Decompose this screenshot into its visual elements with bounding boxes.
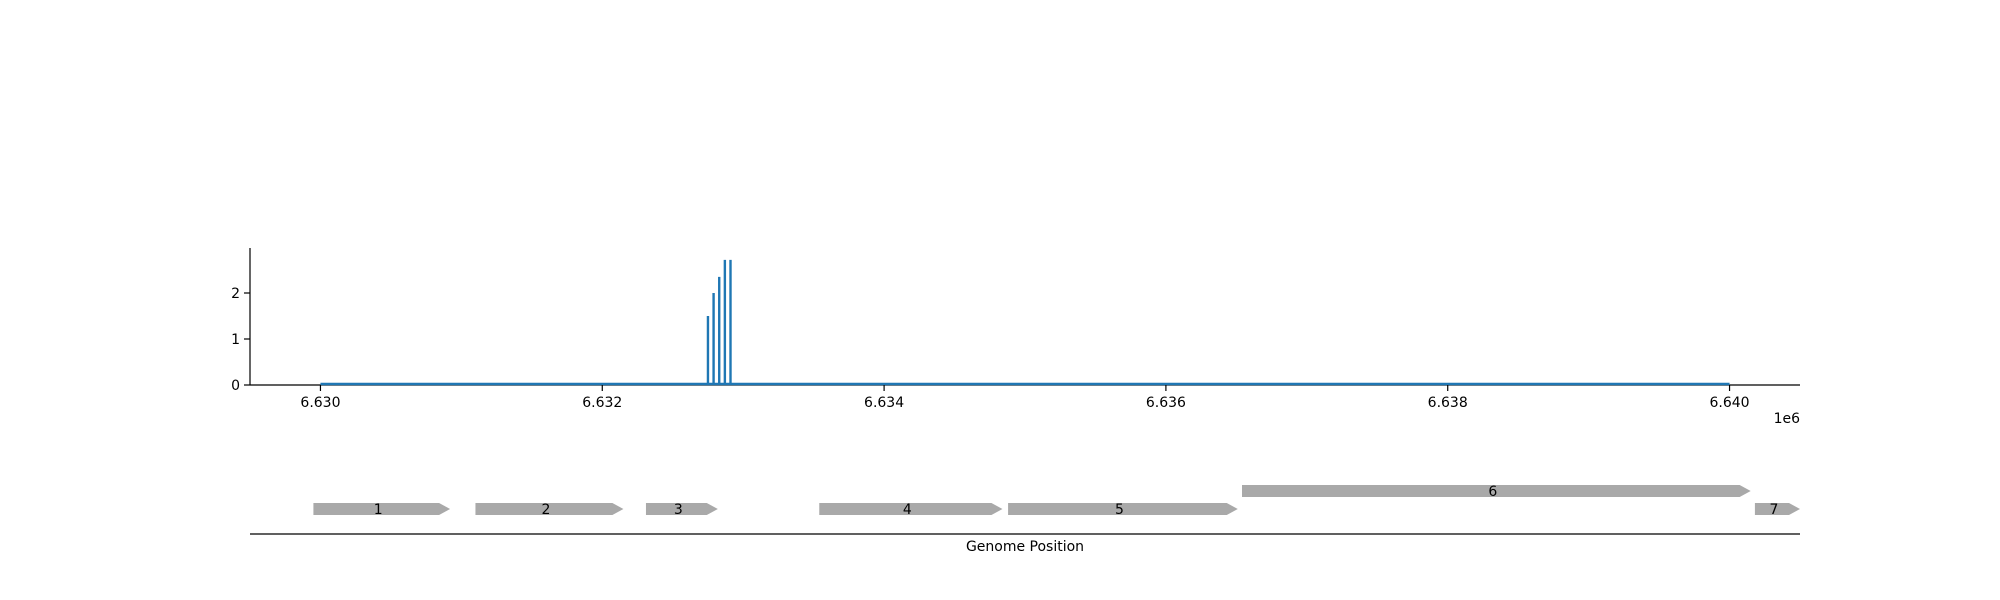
x-tick-label: 6.636 xyxy=(1146,395,1186,411)
gene-label: 4 xyxy=(903,502,912,518)
x-tick-label: 6.640 xyxy=(1709,395,1749,411)
gene-arrow xyxy=(819,503,1003,515)
y-tick-label: 2 xyxy=(231,286,240,302)
y-tick-label: 0 xyxy=(231,378,240,394)
x-tick-label: 6.630 xyxy=(300,395,340,411)
series-bars xyxy=(706,259,732,385)
gene-track: 1 2 3 4 5 6 7 Genome Position xyxy=(250,484,1800,555)
x-tick-label: 6.632 xyxy=(582,395,622,411)
gene-arrow xyxy=(1008,503,1238,515)
x-tick-label: 6.634 xyxy=(864,395,904,411)
gene-arrow xyxy=(313,503,451,515)
gene-label: 6 xyxy=(1488,484,1497,500)
gene-arrows: 1 2 3 4 5 6 7 xyxy=(313,484,1800,518)
x-ticks: 6.630 6.632 6.634 6.636 6.638 6.640 xyxy=(300,385,1750,411)
x-offset-label: 1e6 xyxy=(1774,411,1801,427)
x-axis-title: Genome Position xyxy=(966,539,1084,555)
gene-arrow xyxy=(1754,503,1800,515)
gene-label: 1 xyxy=(374,502,383,518)
gene-label: 3 xyxy=(674,502,683,518)
y-ticks: 0 1 2 xyxy=(231,286,250,394)
gene-arrow xyxy=(645,503,718,515)
gene-label: 2 xyxy=(541,502,550,518)
coverage-plot: 0 1 2 6.630 6.632 6.634 6.636 6.638 6.640 1e6 xyxy=(231,248,1800,427)
x-tick-label: 6.638 xyxy=(1428,395,1468,411)
y-tick-label: 1 xyxy=(231,332,240,348)
gene-arrow xyxy=(475,503,624,515)
gene-arrow xyxy=(1242,485,1751,497)
gene-label: 5 xyxy=(1115,502,1124,518)
gene-label: 7 xyxy=(1769,502,1778,518)
